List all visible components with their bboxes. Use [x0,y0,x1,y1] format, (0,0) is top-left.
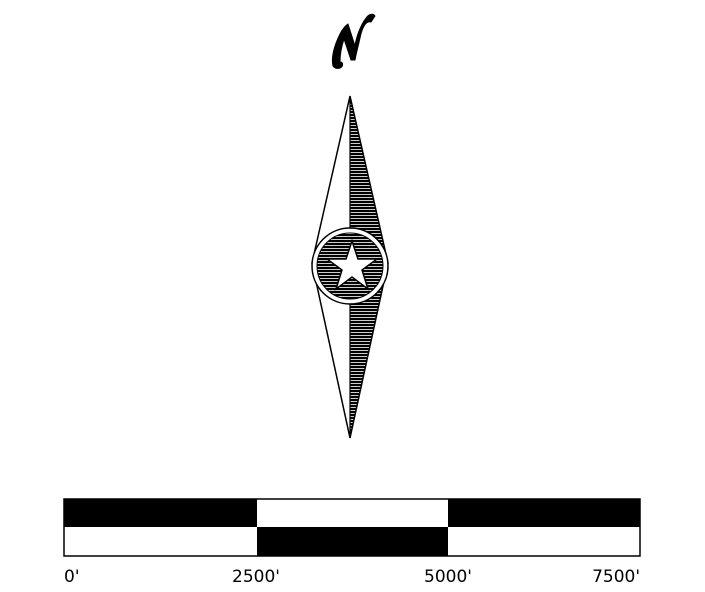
scale-segment-bottom-1 [64,527,257,556]
scale-segment-bottom-3 [448,527,640,556]
compass-center-emblem [311,227,389,305]
scale-segment-top-2 [257,499,448,527]
scale-label-7500: 7500' [592,567,640,587]
scale-segment-top-1 [64,499,257,527]
scale-label-2500: 2500' [232,567,280,587]
scale-segment-top-3 [448,499,640,527]
north-letter-icon [331,13,376,69]
scale-bar: 0' 2500' 5000' 7500' [63,498,641,587]
scale-segment-bottom-2 [257,527,448,556]
scale-label-5000: 5000' [424,567,472,587]
star-icon [324,238,380,292]
scale-label-0: 0' [64,567,80,587]
